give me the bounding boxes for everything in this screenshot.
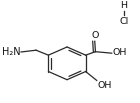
Text: OH: OH [112,49,127,57]
Text: H₂N: H₂N [2,47,20,57]
Text: O: O [91,32,99,40]
Text: Cl: Cl [119,17,128,26]
Text: H: H [120,1,127,10]
Text: OH: OH [97,81,112,90]
